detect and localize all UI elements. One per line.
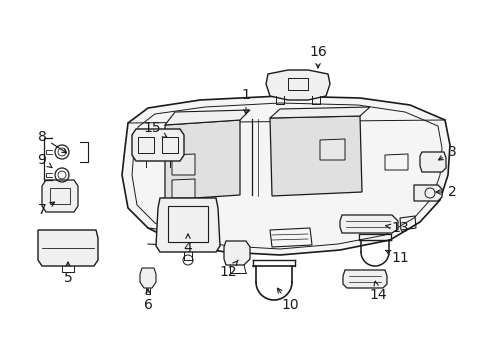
- Polygon shape: [122, 96, 449, 255]
- Text: 10: 10: [277, 288, 298, 312]
- Text: 13: 13: [385, 221, 408, 235]
- Text: 5: 5: [63, 262, 72, 285]
- Text: 1: 1: [241, 88, 250, 114]
- Text: 3: 3: [438, 145, 455, 160]
- Polygon shape: [342, 270, 386, 288]
- Polygon shape: [172, 179, 195, 198]
- Text: 15: 15: [143, 121, 166, 138]
- Text: 9: 9: [38, 153, 52, 168]
- Polygon shape: [269, 116, 361, 196]
- Text: 8: 8: [38, 130, 66, 153]
- Text: 2: 2: [435, 185, 455, 199]
- Polygon shape: [42, 180, 78, 212]
- Polygon shape: [413, 185, 441, 201]
- Polygon shape: [339, 215, 397, 233]
- Polygon shape: [319, 139, 345, 160]
- Text: 7: 7: [38, 202, 55, 217]
- Text: 11: 11: [385, 251, 408, 265]
- Polygon shape: [38, 230, 98, 266]
- Text: 4: 4: [183, 234, 192, 255]
- Polygon shape: [164, 120, 240, 200]
- Text: 14: 14: [368, 281, 386, 302]
- Polygon shape: [140, 268, 156, 288]
- Polygon shape: [269, 107, 369, 118]
- Text: 6: 6: [143, 289, 152, 312]
- Polygon shape: [132, 129, 183, 161]
- Text: 12: 12: [219, 260, 238, 279]
- Polygon shape: [156, 198, 220, 252]
- Polygon shape: [164, 110, 249, 125]
- Polygon shape: [224, 241, 249, 265]
- Text: 16: 16: [308, 45, 326, 68]
- Polygon shape: [172, 154, 195, 175]
- Polygon shape: [265, 70, 329, 100]
- Polygon shape: [419, 152, 445, 172]
